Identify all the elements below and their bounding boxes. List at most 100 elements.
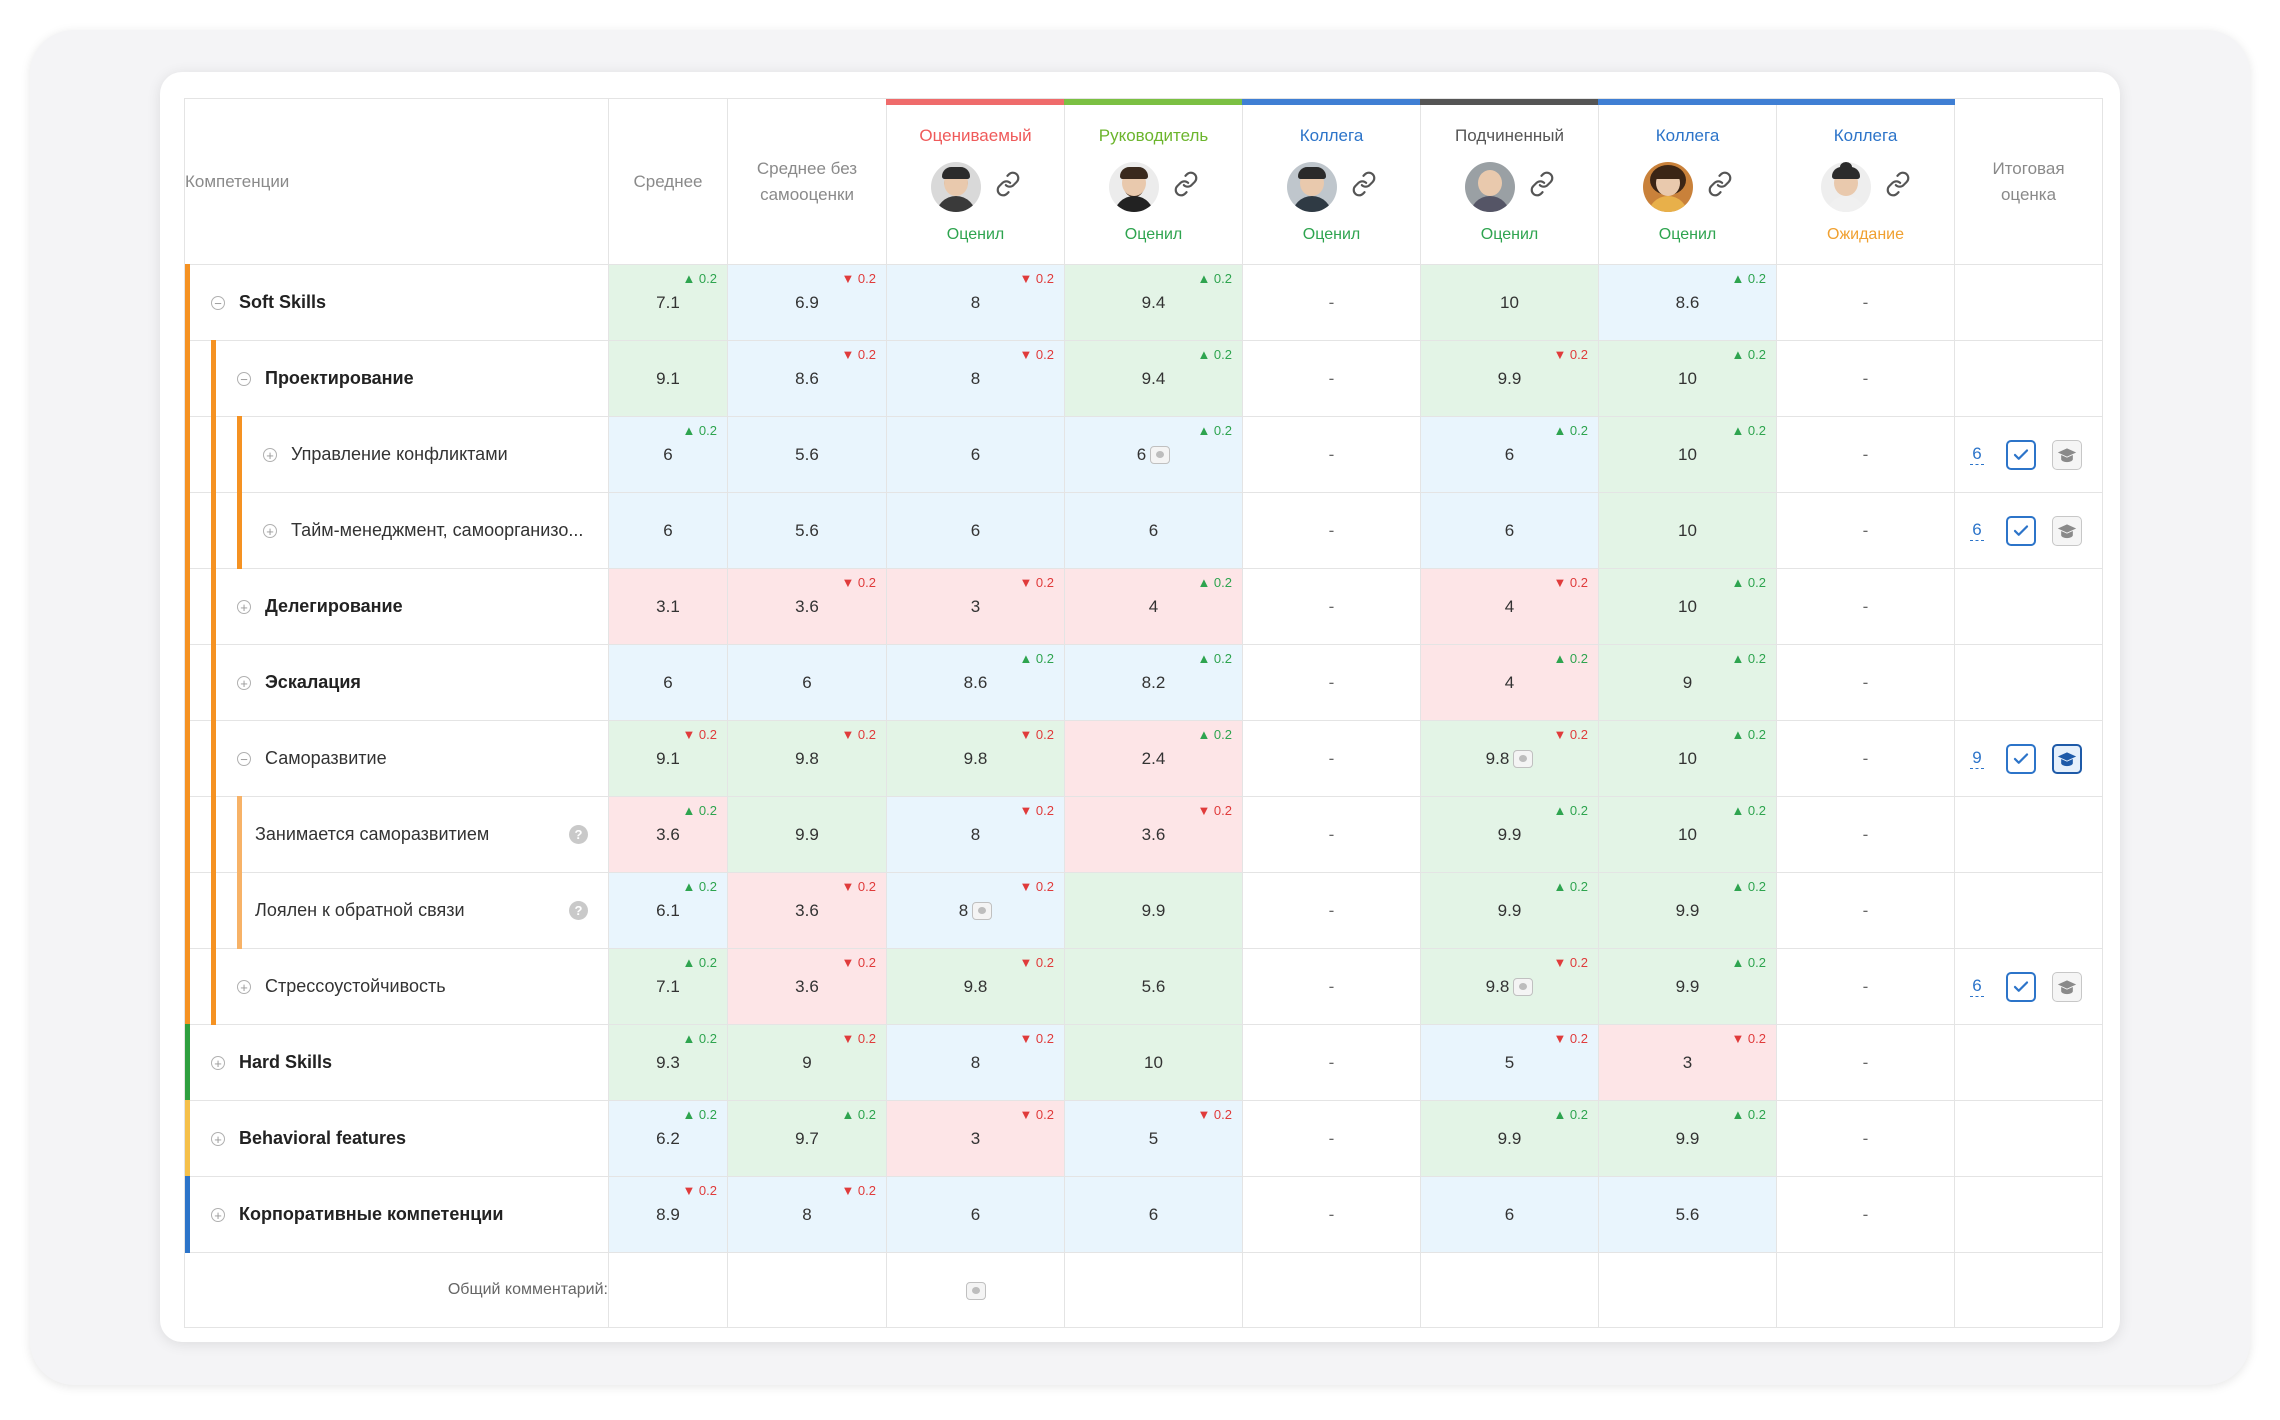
score-cell: ▲ 0.2 4 (1420, 644, 1599, 721)
comment-icon[interactable] (965, 1281, 986, 1300)
score-cell: ▼ 0.2 6.9 (727, 264, 887, 341)
expand-icon[interactable]: + (211, 1207, 225, 1222)
collapse-icon[interactable]: − (237, 751, 251, 766)
score-cell: - (1242, 1176, 1421, 1253)
development-plan-button[interactable] (2052, 743, 2082, 774)
score-value: 3 (970, 1128, 981, 1148)
table-row: + Корпоративные компетенции ▼ 0.2 8.9 ▼ 0.2 8… (184, 1176, 2103, 1253)
score-cell: - (1776, 492, 1955, 569)
expand-icon[interactable]: + (263, 523, 277, 538)
score-cell: - (1776, 948, 1955, 1025)
column-header-competencies: Компетенции (184, 98, 609, 265)
score-value: 4 (1504, 672, 1515, 692)
hierarchy-bar (211, 948, 216, 1025)
rater-color-bar (1064, 99, 1243, 105)
column-header-rater-3: Коллега Оценил (1242, 98, 1421, 265)
score-cell: ▲ 0.2 7.1 (608, 948, 728, 1025)
score-value: 6 (663, 672, 673, 692)
final-score-value[interactable]: 9 (1970, 748, 1984, 769)
score-delta: ▲ 0.2 (1553, 651, 1588, 666)
score-value: - (1328, 672, 1335, 692)
table-row: + Эскалация 6 6 ▲ 0.2 8.6 ▲ 0.2 8.2- ▲ 0.2 4 ▲ 0.2… (184, 644, 2103, 721)
avatar-man-bald-icon (1464, 161, 1515, 212)
score-cell: ▲ 0.2 9.9 (1598, 1100, 1777, 1177)
link-icon[interactable] (995, 171, 1021, 202)
comment-icon[interactable] (1513, 750, 1534, 769)
confirm-button[interactable] (2006, 515, 2036, 546)
score-value: 9.9 (1497, 1128, 1522, 1148)
comment-icon[interactable] (1150, 446, 1171, 465)
hierarchy-bar (185, 1176, 190, 1253)
link-icon[interactable] (1529, 171, 1555, 202)
score-cell: - (1242, 872, 1421, 949)
table-row: + Behavioral features ▲ 0.2 6.2 ▲ 0.2 9.7 ▼ 0.… (184, 1100, 2103, 1177)
score-cell: 6 (608, 492, 728, 569)
hierarchy-bar (185, 1024, 190, 1101)
expand-icon[interactable]: + (237, 675, 251, 690)
final-score-value[interactable]: 6 (1970, 520, 1984, 541)
expand-icon[interactable]: + (211, 1131, 225, 1146)
general-comment-cell (886, 1252, 1065, 1328)
final-score-value[interactable]: 6 (1970, 444, 1984, 465)
table-row: + Делегирование 3.1 ▼ 0.2 3.6 ▼ 0.2 3 ▲ 0.2 4 - ▼ … (184, 568, 2103, 645)
comment-icon[interactable] (1513, 978, 1534, 997)
expand-icon[interactable]: + (263, 447, 277, 462)
hierarchy-bar (185, 264, 190, 341)
expand-icon[interactable]: + (237, 979, 251, 994)
link-icon[interactable] (1707, 171, 1733, 202)
score-cell: ▲ 0.2 9.9 (1420, 1100, 1599, 1177)
score-delta: ▲ 0.2 (1019, 651, 1054, 666)
hierarchy-bar (211, 568, 216, 645)
link-icon[interactable] (1351, 171, 1377, 202)
score-cell: ▲ 0.2 8.6 (1598, 264, 1777, 341)
score-delta: ▼ 0.2 (1019, 727, 1054, 742)
score-cell: ▼ 0.2 8 (886, 1024, 1065, 1101)
rater-color-bar (1242, 99, 1421, 105)
rater-status: Оценил (946, 225, 1005, 243)
score-value: 9 (802, 1052, 812, 1072)
score-value: 3.6 (795, 596, 819, 616)
score-value: - (1862, 292, 1869, 312)
score-value: 7.1 (656, 976, 680, 996)
score-cell: ▼ 0.2 9.8 (886, 720, 1065, 797)
hierarchy-bar (211, 720, 216, 797)
score-value: 3.6 (656, 824, 680, 844)
score-value: 5.6 (1675, 1204, 1700, 1224)
expand-icon[interactable]: + (211, 1055, 225, 1070)
hierarchy-bar (185, 720, 190, 797)
collapse-icon[interactable]: − (211, 295, 225, 310)
confirm-button[interactable] (2006, 439, 2036, 470)
competency-label: Проектирование (265, 368, 414, 388)
score-delta: ▼ 0.2 (1553, 347, 1588, 362)
score-delta: ▼ 0.2 (682, 727, 717, 742)
confirm-button[interactable] (2006, 743, 2036, 774)
final-score-value[interactable]: 6 (1970, 976, 1984, 997)
comment-icon[interactable] (972, 902, 993, 921)
score-value: - (1862, 824, 1869, 844)
score-value: 6 (1148, 520, 1159, 540)
hierarchy-bar (185, 872, 190, 949)
development-plan-button[interactable] (2052, 439, 2082, 470)
rater-role: Коллега (1299, 125, 1364, 145)
development-plan-button[interactable] (2052, 971, 2082, 1002)
confirm-button[interactable] (2006, 971, 2036, 1002)
score-delta: ▲ 0.2 (1731, 727, 1766, 742)
help-icon[interactable]: ? (569, 901, 588, 920)
score-delta: ▲ 0.2 (1197, 271, 1232, 286)
table-row: Лоялен к обратной связи? ▲ 0.2 6.1 ▼ 0.2 3.6… (184, 872, 2103, 949)
link-icon[interactable] (1885, 171, 1911, 202)
development-plan-button[interactable] (2052, 515, 2082, 546)
expand-icon[interactable]: + (237, 599, 251, 614)
help-icon[interactable]: ? (569, 825, 588, 844)
score-value: - (1328, 520, 1335, 540)
collapse-icon[interactable]: − (237, 371, 251, 386)
score-delta: ▼ 0.2 (1019, 1031, 1054, 1046)
score-cell: ▼ 0.2 3 (886, 1100, 1065, 1177)
rater-color-bar (1776, 99, 1955, 105)
column-header-average-no-self: Среднее без самооценки (727, 98, 887, 265)
score-cell: - (1776, 720, 1955, 797)
score-value: - (1862, 520, 1869, 540)
score-value: - (1328, 1204, 1335, 1224)
link-icon[interactable] (1173, 171, 1199, 202)
score-delta: ▲ 0.2 (682, 271, 717, 286)
